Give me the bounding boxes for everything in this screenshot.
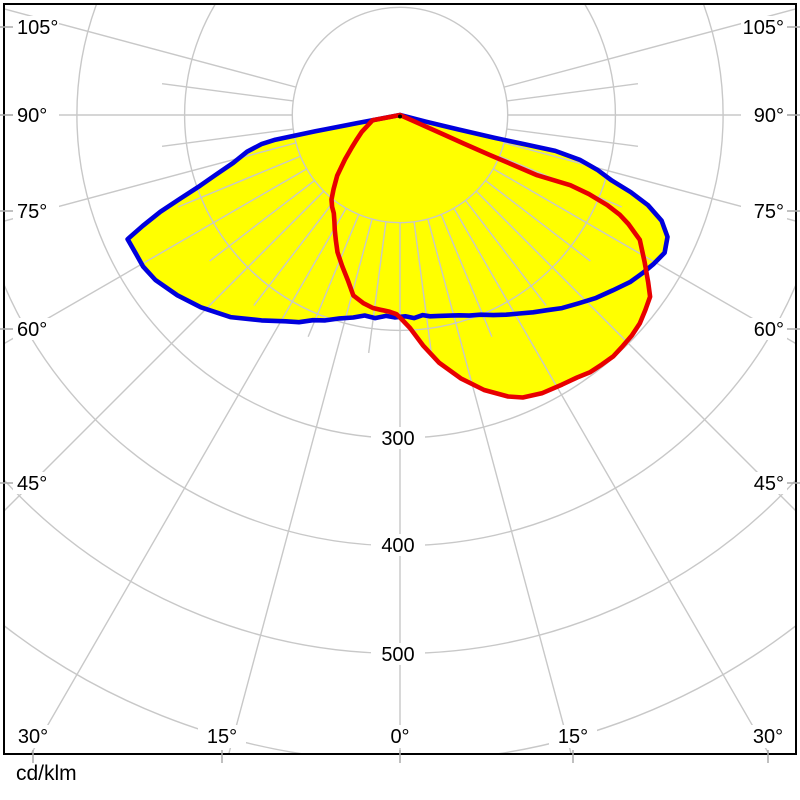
center-marker [398,114,402,119]
grid-ray-minor [307,214,360,337]
label-gap [13,16,59,38]
grid-ray-major [5,142,297,222]
units-label: cd/klm [16,762,77,785]
grid-ray-major [475,190,795,511]
grid-ray-minor [506,82,639,102]
angle-label-left: 105° [17,17,58,39]
grid-ray-minor [209,180,315,262]
radial-label: 400 [381,535,414,557]
grid-ray-major [427,218,572,753]
label-gap [13,200,59,222]
label-gap [741,104,787,126]
grid-ray-minor [367,221,387,354]
label-gap [13,318,59,340]
grid-ray-minor [413,221,433,354]
red-curve [329,112,653,400]
label-gap [549,725,597,748]
angle-label-bottom: 0° [390,726,409,748]
label-gap [371,534,425,556]
label-gap [741,318,787,340]
angle-label-bottom: 30° [18,726,48,748]
grid-ray-minor [161,128,294,148]
label-gap [13,104,59,126]
grid-ray-minor [506,128,639,148]
grid-ray-major [453,207,770,753]
grid-ray-minor [485,180,591,262]
angle-label-bottom: 15° [207,726,237,748]
grid-ray-major [503,142,795,222]
angle-label-right: 60° [754,319,784,341]
angle-label-right: 45° [754,473,784,495]
angle-label-bottom: 30° [753,726,783,748]
grid-ray-major [492,168,795,344]
label-gap [741,200,787,222]
label-gap [741,16,787,38]
radial-label: 300 [381,428,414,450]
label-gap [13,472,59,494]
label-gap [371,643,425,665]
grid-ray-major [5,168,308,344]
label-gap [741,472,787,494]
angle-label-left: 45° [17,473,47,495]
grid-ray-minor [465,200,547,306]
grid-ray-major [30,207,347,753]
angle-label-left: 90° [17,105,47,127]
grid-ray-minor [161,82,294,102]
grid-ray-minor [253,200,335,306]
angle-label-right: 75° [754,201,784,223]
angle-label-right: 90° [754,105,784,127]
angle-label-bottom: 15° [558,726,588,748]
grid-ray-major [5,8,297,88]
grid-ray-minor [178,155,301,208]
label-gap [198,725,246,748]
angle-label-right: 105° [743,17,784,39]
blue-curve [125,112,670,325]
label-gap [744,725,792,748]
label-gap [371,427,425,449]
grid-ray-major [228,218,373,753]
grid-ray-major [503,8,795,88]
angle-label-left: 75° [17,201,47,223]
radial-label: 500 [381,644,414,666]
angle-label-left: 60° [17,319,47,341]
label-gap [9,725,57,748]
label-gap [376,725,424,748]
